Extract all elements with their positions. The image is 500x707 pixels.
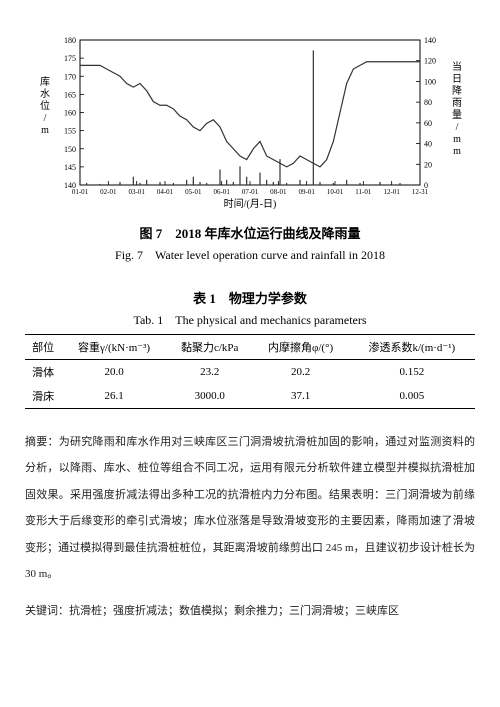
abstract-label: 摘要： (25, 436, 59, 448)
svg-text:m: m (453, 146, 461, 157)
table-1-region: 表 1 物理力学参数 Tab. 1 The physical and mecha… (25, 288, 475, 409)
table-cell: 23.2 (167, 360, 253, 385)
svg-text:170: 170 (64, 72, 76, 81)
figure-7-caption: 图 7 2018 年库水位运行曲线及降雨量 Fig. 7 Water level… (25, 223, 475, 263)
table-cell: 滑床 (25, 384, 61, 409)
svg-text:11-01: 11-01 (355, 188, 372, 196)
svg-text:100: 100 (424, 77, 436, 86)
svg-text:时间/(月-日): 时间/(月-日) (224, 197, 277, 210)
svg-text:m: m (453, 134, 461, 145)
svg-text:05-01: 05-01 (185, 188, 202, 196)
table-1-zh: 表 1 物理力学参数 (25, 288, 475, 307)
svg-text:08-01: 08-01 (270, 188, 287, 196)
svg-text:/: / (456, 122, 459, 133)
svg-text:12-01: 12-01 (383, 188, 400, 196)
keywords-label: 关键词： (25, 605, 69, 617)
table-cell: 滑体 (25, 360, 61, 385)
svg-text:175: 175 (64, 54, 76, 63)
svg-text:165: 165 (64, 90, 76, 99)
figure-7-zh: 图 7 2018 年库水位运行曲线及降雨量 (25, 223, 475, 242)
table-cell: 20.2 (252, 360, 348, 385)
svg-text:当: 当 (452, 60, 462, 73)
svg-text:06-01: 06-01 (213, 188, 230, 196)
svg-text:80: 80 (424, 98, 432, 107)
svg-text:02-01: 02-01 (100, 188, 117, 196)
table-row: 滑体20.023.220.20.152 (25, 360, 475, 385)
svg-text:雨: 雨 (452, 98, 462, 109)
svg-text:03-01: 03-01 (128, 188, 145, 196)
svg-text:水: 水 (40, 88, 50, 100)
svg-text:位: 位 (40, 99, 50, 112)
svg-text:150: 150 (64, 145, 76, 154)
table-cell: 37.1 (252, 384, 348, 409)
svg-text:160: 160 (64, 109, 76, 118)
table-cell: 0.152 (349, 360, 475, 385)
table-cell: 3000.0 (167, 384, 253, 409)
water-level-rainfall-chart: 1401451501551601651701751800204060801001… (25, 30, 475, 215)
table-cell: 20.0 (61, 360, 167, 385)
table-row: 滑床26.13000.037.10.005 (25, 384, 475, 409)
svg-text:04-01: 04-01 (157, 188, 174, 196)
abstract-text: 为研究降雨和库水作用对三峡库区三门洞滑坡抗滑桩加固的影响，通过对监测资料的分析，… (25, 436, 475, 580)
svg-text:日: 日 (452, 74, 462, 85)
table-cell: 0.005 (349, 384, 475, 409)
table-header: 内摩擦角φ/(°) (252, 335, 348, 360)
svg-text:155: 155 (64, 127, 76, 136)
svg-text:180: 180 (64, 36, 76, 45)
svg-text:120: 120 (424, 57, 436, 66)
svg-text:20: 20 (424, 160, 432, 169)
svg-text:01-01: 01-01 (72, 188, 89, 196)
table-1-en: Tab. 1 The physical and mechanics parame… (25, 311, 475, 328)
svg-text:12-31: 12-31 (412, 188, 429, 196)
table-header: 容重γ/(kN·m⁻³) (61, 335, 167, 360)
svg-text:量: 量 (452, 109, 462, 121)
svg-text:库: 库 (40, 75, 50, 88)
svg-text:降: 降 (452, 84, 462, 97)
table-header: 黏聚力c/kPa (167, 335, 253, 360)
figure-7-en: Fig. 7 Water level operation curve and r… (25, 246, 475, 263)
svg-text:140: 140 (424, 36, 436, 45)
svg-text:40: 40 (424, 140, 432, 149)
table-header: 渗透系数k/(m·d⁻¹) (349, 335, 475, 360)
svg-text:09-01: 09-01 (298, 188, 315, 196)
svg-text:60: 60 (424, 119, 432, 128)
svg-text:07-01: 07-01 (242, 188, 259, 196)
svg-text:145: 145 (64, 163, 76, 172)
table-header: 部位 (25, 335, 61, 360)
keywords-text: 抗滑桩；强度折减法；数值模拟；剩余推力；三门洞滑坡；三峡库区 (69, 605, 399, 617)
parameters-table: 部位容重γ/(kN·m⁻³)黏聚力c/kPa内摩擦角φ/(°)渗透系数k/(m·… (25, 334, 475, 409)
table-cell: 26.1 (61, 384, 167, 409)
svg-text:/: / (44, 113, 47, 124)
abstract-block: 摘要：为研究降雨和库水作用对三峡库区三门洞滑坡抗滑桩加固的影响，通过对监测资料的… (25, 429, 475, 587)
chart-svg: 1401451501551601651701751800204060801001… (25, 30, 475, 215)
keywords-block: 关键词：抗滑桩；强度折减法；数值模拟；剩余推力；三门洞滑坡；三峡库区 (25, 599, 475, 623)
svg-text:m: m (41, 125, 49, 136)
svg-text:10-01: 10-01 (327, 188, 344, 196)
